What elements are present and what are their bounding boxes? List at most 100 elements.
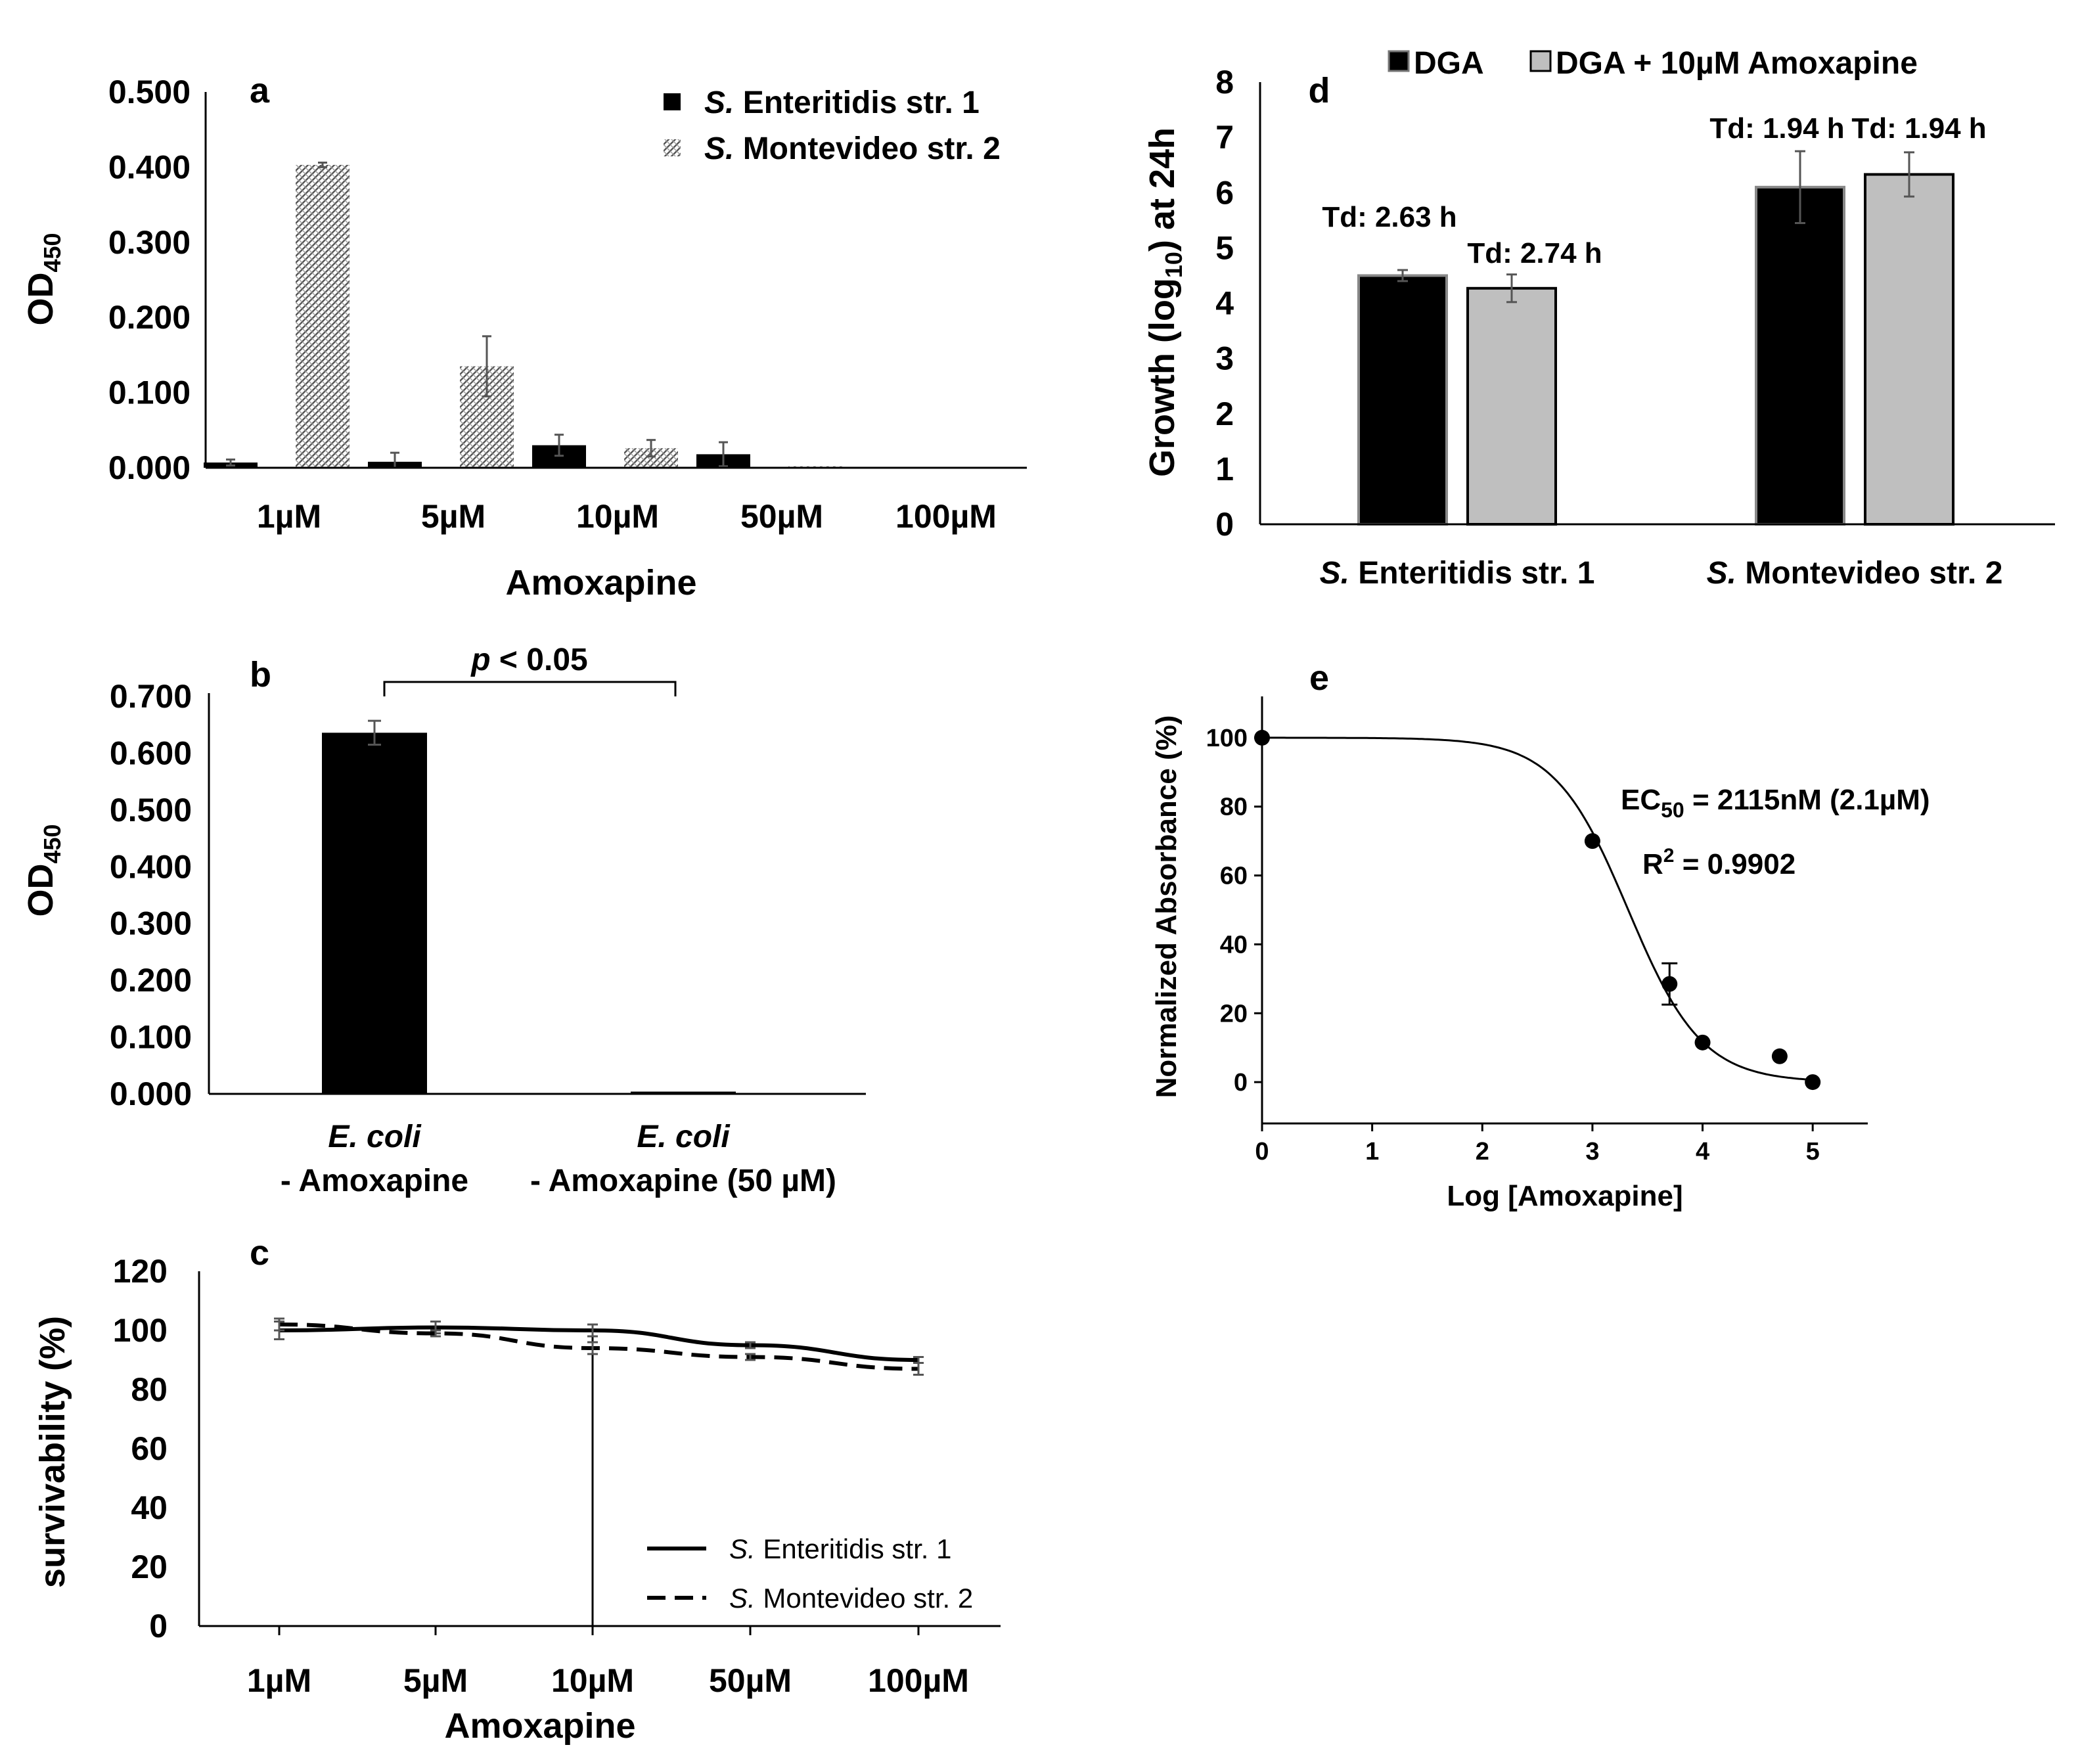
panel-b-y-tick-0: 0.000 <box>110 1075 192 1112</box>
panel-c: c 0 20 40 60 80 100 120 1µM 5µM 10µM 50µM 100µM Am… <box>33 1233 1001 1746</box>
panel-d-y-tick-0: 0 <box>1215 506 1234 543</box>
panel-a-y-label-main: OD <box>21 273 60 326</box>
panel-e-y-label: Normalized Absorbance (%) <box>1150 715 1183 1098</box>
panel-e-y-tick-0: 0 <box>1234 1069 1248 1097</box>
panel-d-legend: DGA DGA + 10µM Amoxapine <box>1388 46 1918 81</box>
panel-d-bar-dga-1 <box>1755 185 1845 526</box>
panel-d-legend-dga: DGA <box>1414 46 1484 81</box>
panel-d-annotation-1: Td: 2.74 h <box>1467 237 1602 269</box>
panel-a-x-ticks: 1µM 5µM 10µM 50µM 100µM <box>257 498 997 535</box>
panel-e-x-ticks: 0 1 2 3 4 5 <box>1255 1123 1820 1165</box>
panel-c-legend: S. Enteritidis str. 1 S. Montevideo str.… <box>647 1533 973 1614</box>
panel-a-legend: S. Enteritidis str. 1 S. Montevideo str.… <box>664 85 1001 166</box>
panel-e-x-label: Log [Amoxapine] <box>1447 1180 1683 1212</box>
panel-d-x-labels: S. Enteritidis str. 1 S. Montevideo str. … <box>1320 556 2003 591</box>
panel-a-error-enteritidis-2 <box>554 434 564 457</box>
panel-e-y-tick-2: 40 <box>1220 931 1248 959</box>
panel-e-x-tick-2: 2 <box>1476 1138 1489 1165</box>
panel-c-y-label: survivability (%) <box>33 1316 72 1588</box>
panel-a-y-tick-0: 0.000 <box>108 449 191 486</box>
panel-c-error-montevideo-3 <box>745 1353 756 1361</box>
panel-d-y-tick-1: 1 <box>1215 451 1234 487</box>
panel-b-x-label-0-line1: E. coli <box>328 1119 422 1154</box>
panel-e-ec50: EC50 = 2115nM (2.1µM) <box>1621 784 1930 822</box>
panel-a-legend-swatch-enteritidis <box>664 93 681 110</box>
panel-c-label: c <box>250 1233 269 1273</box>
panel-b-bar-1 <box>631 1091 736 1094</box>
panel-b-label: b <box>250 655 271 694</box>
panel-c-x-label: Amoxapine <box>444 1706 635 1746</box>
panel-d-legend-swatch-dga-amoxapine <box>1529 50 1552 72</box>
panel-a-x-tick-3: 50µM <box>740 498 823 535</box>
panel-c-y-tick-6: 120 <box>113 1253 168 1290</box>
panel-c-x-tick-2: 10µM <box>551 1662 634 1699</box>
panel-a-error-montevideo-2 <box>646 439 656 458</box>
panel-d-y-tick-3: 3 <box>1215 340 1234 377</box>
panel-b-error-0 <box>368 719 381 746</box>
panel-a-y-tick-4: 0.400 <box>108 148 191 185</box>
panel-b-y-tick-5: 0.500 <box>110 792 192 828</box>
panel-c-x-tick-1: 5µM <box>403 1662 468 1699</box>
panel-c-legend-enteritidis: S. Enteritidis str. 1 <box>729 1533 951 1564</box>
panel-b-x-labels: E. coli - Amoxapine E. coli - Amoxapine (50… <box>281 1119 836 1198</box>
panel-a-error-enteritidis-3 <box>719 441 728 468</box>
panel-d-legend-dga-amoxapine: DGA + 10µM Amoxapine <box>1556 46 1918 81</box>
panel-d-bar-dga-0 <box>1357 274 1448 526</box>
panel-a-x-tick-4: 100µM <box>895 498 997 535</box>
panel-b-bar-0 <box>322 733 427 1094</box>
panel-b-bars <box>322 733 736 1094</box>
panel-d-error-bars <box>1397 150 1914 304</box>
panel-a-y-ticks: 0.000 0.100 0.200 0.300 0.400 0.500 <box>108 74 191 486</box>
panel-a-x-tick-2: 10µM <box>576 498 659 535</box>
panel-d-y-tick-8: 8 <box>1215 64 1234 101</box>
panel-e-point-0 <box>1254 729 1270 746</box>
panel-a-y-tick-2: 0.200 <box>108 299 191 336</box>
panel-a-legend-enteritidis: S. Enteritidis str. 1 <box>704 85 980 120</box>
panel-d-y-tick-5: 5 <box>1215 229 1234 266</box>
panel-b: b 0.000 0.100 0.200 0.300 0.400 0.500 0.600 0.7… <box>21 643 866 1198</box>
panel-e-r2: R2 = 0.9902 <box>1642 845 1796 880</box>
panel-d-legend-swatch-dga <box>1388 50 1410 72</box>
panel-a-label: a <box>250 71 270 110</box>
panel-e-fit-curve <box>1262 736 1813 1081</box>
panel-d-y-label-a: Growth (log <box>1142 278 1182 477</box>
panel-e-y-tick-3: 60 <box>1220 863 1248 890</box>
panel-e-x-tick-5: 5 <box>1806 1138 1820 1165</box>
panel-b-y-label-main: OD <box>21 864 60 917</box>
panel-c-x-tick-3: 50µM <box>709 1662 792 1699</box>
panel-c-y-tick-5: 100 <box>113 1312 168 1349</box>
panel-b-y-tick-2: 0.200 <box>110 962 192 999</box>
panel-e-point-4 <box>1771 1048 1788 1064</box>
panel-a-y-label: OD450 <box>21 233 66 325</box>
panel-c-y-tick-1: 20 <box>131 1549 168 1585</box>
panel-d-bars <box>1357 173 1954 526</box>
panel-b-y-ticks: 0.000 0.100 0.200 0.300 0.400 0.500 0.600 0.700 <box>110 678 192 1112</box>
panel-e-points <box>1254 729 1821 1091</box>
panel-b-y-tick-4: 0.400 <box>110 848 192 885</box>
panel-d-annotation-3: Td: 1.94 h <box>1851 112 1986 145</box>
panel-d-annotation-0: Td: 2.63 h <box>1322 201 1457 233</box>
panel-a-error-bars <box>226 162 728 469</box>
panel-a-bars <box>204 164 842 468</box>
panel-a-y-tick-3: 0.300 <box>108 224 191 261</box>
panel-e-y-ticks: 0 20 40 60 80 100 <box>1206 725 1262 1097</box>
panel-e-point-1 <box>1584 833 1600 849</box>
panel-a-x-tick-1: 5µM <box>421 498 486 535</box>
panel-d-label: d <box>1309 71 1330 110</box>
panel-c-error-montevideo-4 <box>913 1362 924 1376</box>
panel-b-error-bars <box>368 719 381 746</box>
panel-a-y-tick-1: 0.100 <box>108 374 191 411</box>
panel-d-y-ticks: 0 1 2 3 4 5 6 7 8 <box>1215 64 1234 543</box>
panel-d-x-label-1: S. Montevideo str. 2 <box>1707 556 2003 591</box>
panel-a-error-enteritidis-0 <box>226 458 235 467</box>
panel-b-y-tick-1: 0.100 <box>110 1019 192 1056</box>
panel-c-y-tick-0: 0 <box>149 1608 168 1644</box>
panel-e-label: e <box>1309 658 1329 698</box>
panel-a-error-montevideo-0 <box>318 162 327 168</box>
panel-e-x-tick-4: 4 <box>1696 1138 1709 1165</box>
panel-c-error-montevideo-1 <box>430 1329 441 1338</box>
panel-b-y-label: OD450 <box>21 824 66 916</box>
panel-d-annotation-2: Td: 1.94 h <box>1709 112 1844 145</box>
panel-c-series <box>274 1317 924 1376</box>
panel-e-y-tick-5: 100 <box>1206 725 1248 752</box>
